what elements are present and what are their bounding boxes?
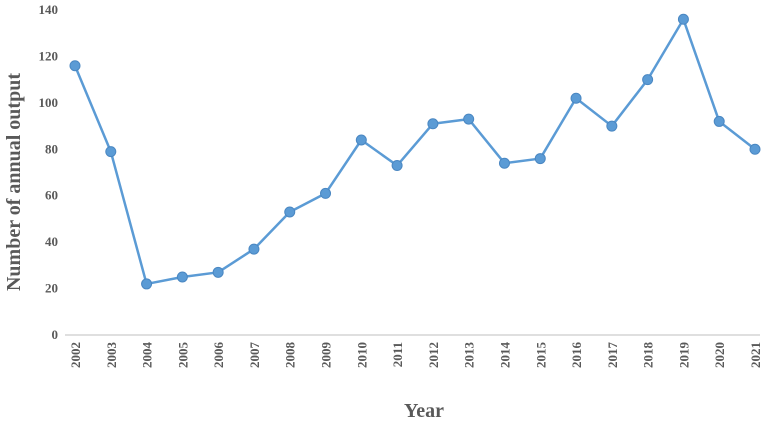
x-tick-label: 2013 [462, 342, 477, 369]
series-line [73, 18, 756, 286]
x-tick-label: 2006 [211, 342, 226, 369]
y-tick-label: 60 [45, 188, 58, 203]
x-tick-label: 2002 [68, 342, 83, 368]
x-axis-title: Year [404, 400, 444, 421]
data-point [248, 243, 260, 255]
y-axis-title: Number of annual output [3, 73, 25, 291]
data-markers [69, 13, 761, 290]
x-tick-label: 2014 [497, 342, 512, 369]
y-tick-label: 0 [52, 327, 59, 342]
data-point [391, 160, 403, 172]
x-tick-label: 2005 [175, 342, 190, 369]
data-point [69, 60, 81, 72]
y-axis-ticks: 0 20 40 60 80 100 120 140 [39, 2, 59, 342]
x-tick-label: 2020 [712, 342, 727, 368]
y-tick-label: 40 [45, 234, 58, 249]
y-tick-label: 100 [39, 95, 59, 110]
data-point [642, 74, 654, 86]
data-point [105, 146, 117, 158]
x-tick-label: 2010 [354, 342, 369, 368]
x-tick-label: 2015 [533, 342, 548, 369]
data-point [463, 113, 475, 125]
x-tick-label: 2021 [748, 342, 763, 368]
y-tick-label: 120 [39, 48, 59, 63]
data-point [677, 13, 689, 25]
x-tick-label: 2011 [390, 342, 405, 367]
x-tick-label: 2017 [605, 342, 620, 369]
x-axis-ticks: 2002 2003 2004 2005 2006 2007 2008 2009 2010 2011… [68, 342, 763, 369]
x-tick-label: 2008 [283, 342, 298, 369]
data-point [176, 271, 188, 283]
y-tick-label: 140 [39, 2, 59, 17]
x-tick-label: 2003 [104, 342, 119, 369]
data-point [570, 92, 582, 104]
data-point [212, 266, 224, 278]
data-point [749, 143, 761, 155]
data-point [284, 206, 296, 218]
data-point [320, 187, 332, 199]
x-tick-label: 2018 [641, 342, 656, 369]
x-tick-label: 2019 [676, 342, 691, 369]
x-tick-label: 2012 [426, 342, 441, 368]
data-point [534, 153, 546, 165]
data-point [498, 157, 510, 169]
x-tick-label: 2016 [569, 342, 584, 369]
data-point [713, 115, 725, 127]
data-point [141, 278, 153, 290]
x-tick-label: 2009 [319, 342, 334, 369]
data-point [427, 118, 439, 130]
x-tick-label: 2004 [140, 342, 155, 369]
x-tick-label: 2007 [247, 342, 262, 369]
data-point [355, 134, 367, 146]
y-tick-label: 20 [45, 281, 58, 296]
y-tick-label: 80 [45, 141, 58, 156]
data-point [606, 120, 618, 132]
